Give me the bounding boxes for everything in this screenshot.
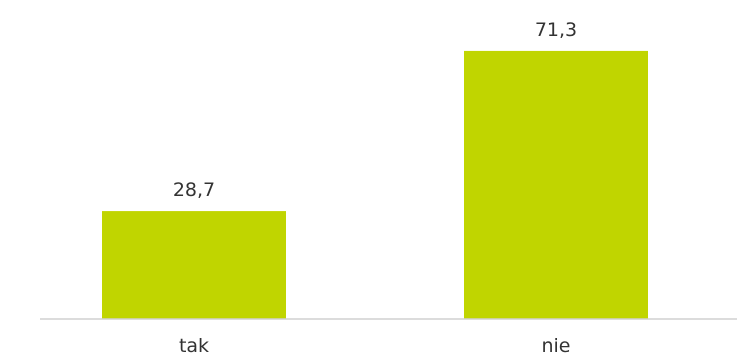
x-tick-label-tak: tak: [179, 335, 209, 357]
bars-group: [102, 50, 648, 320]
bar-nie: [464, 50, 648, 320]
x-tick-label-nie: nie: [541, 335, 570, 357]
x-tick-labels-group: tak nie: [179, 335, 571, 357]
value-label-tak: 28,7: [173, 179, 215, 201]
value-labels-group: 28,7 71,3: [173, 19, 577, 201]
value-label-nie: 71,3: [535, 19, 577, 41]
bar-tak: [102, 211, 286, 319]
